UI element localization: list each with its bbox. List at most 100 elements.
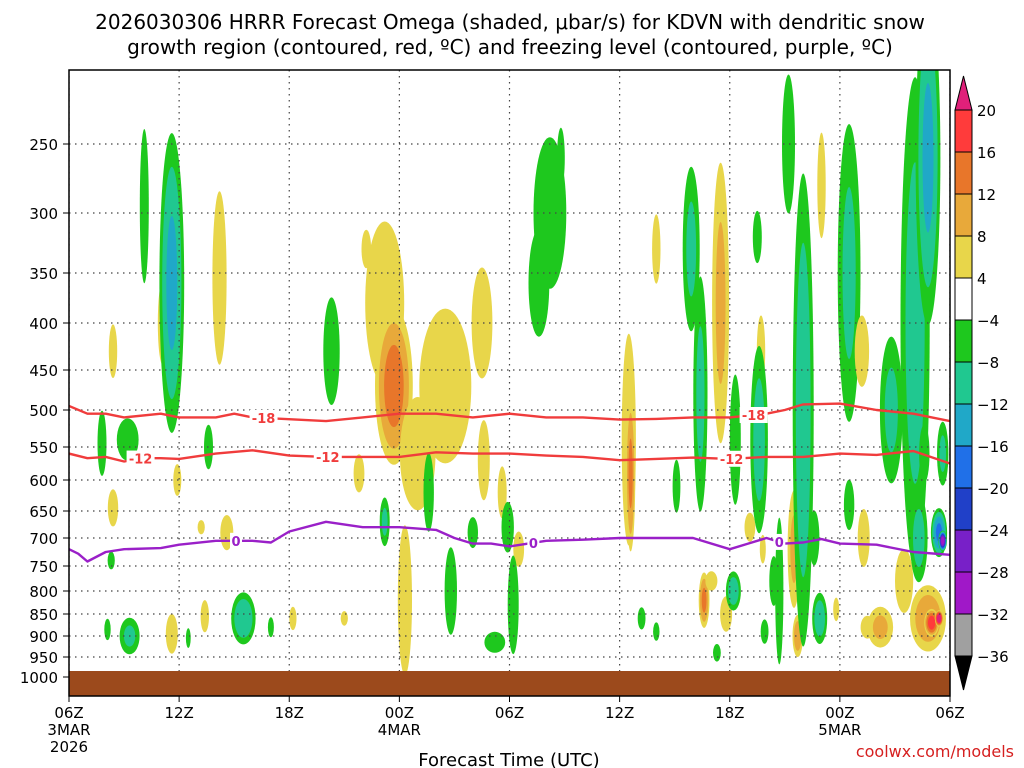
y-tick-label-700: 700 xyxy=(29,530,58,548)
omega-cell-82-0 xyxy=(895,549,914,613)
omega-cell-78-0 xyxy=(857,509,870,567)
omega-cell-62-1 xyxy=(753,378,765,501)
y-axis: 250 300 350 400 450 500 550 600 650 700 750 800 850 9… xyxy=(20,136,69,687)
omega-cell-35-0 xyxy=(477,420,490,501)
omega-cell-5-0 xyxy=(116,418,139,461)
dgz-minus12-contour-label-2: -12 xyxy=(720,453,744,468)
colorbar-swatch-9 xyxy=(954,487,973,531)
omega-cell-80-1 xyxy=(872,615,888,639)
colorbar-swatch-2 xyxy=(954,193,973,237)
credit-text: coolwx.com/models xyxy=(856,742,1014,761)
freezing-level-contour-label-bg-1 xyxy=(527,534,540,551)
omega-cell-13-0 xyxy=(197,520,205,535)
omega-cell-22-0 xyxy=(340,611,348,626)
freezing-level-contour-label-bg-2 xyxy=(773,533,786,550)
y-tick-label-550: 550 xyxy=(29,439,58,457)
x-tick-year-0: 2026 xyxy=(50,738,88,756)
y-tick-label-850: 850 xyxy=(29,606,58,624)
omega-cell-10-0 xyxy=(165,614,178,654)
omega-cell-74-0 xyxy=(833,597,840,622)
x-tick-label-8: 06Z xyxy=(935,704,964,722)
dgz-minus12-contour-label-0: -12 xyxy=(129,453,153,468)
y-tick-label-450: 450 xyxy=(29,362,58,380)
omega-cell-12-0 xyxy=(185,628,191,648)
x-tick-date-7: 5MAR xyxy=(818,721,861,739)
omega-cell-37-0 xyxy=(501,501,514,553)
x-tick-label-2: 18Z xyxy=(275,704,304,722)
y-tick-label-950: 950 xyxy=(29,649,58,667)
colorbar-swatch-11 xyxy=(954,571,973,615)
omega-cell-54-0 xyxy=(713,644,721,662)
omega-cell-53-0 xyxy=(705,571,718,591)
omega-cell-47-0 xyxy=(652,214,661,284)
freezing-level-contour-label-1: 0 xyxy=(529,537,538,552)
omega-cell-33-0 xyxy=(467,517,478,549)
omega-cell-91-6 xyxy=(941,536,945,545)
omega-cell-30-0 xyxy=(423,453,434,532)
omega-cell-36-0 xyxy=(497,466,507,519)
omega-cell-55-1 xyxy=(715,222,726,384)
omega-cell-4-0 xyxy=(107,489,119,527)
grid-layer xyxy=(69,70,950,696)
omega-cell-49-0 xyxy=(672,459,681,513)
dgz-minus18-contour-label-1: -18 xyxy=(742,409,766,424)
colorbar-top-arrow xyxy=(954,75,973,111)
omega-cell-3-0 xyxy=(108,324,118,379)
omega-cell-31-0 xyxy=(419,308,472,464)
x-tick-label-5: 12Z xyxy=(605,704,634,722)
colorbar-swatch-7 xyxy=(954,403,973,447)
omega-cell-89-4 xyxy=(936,614,942,623)
omega-cell-92-1 xyxy=(939,435,946,472)
y-tick-label-900: 900 xyxy=(29,628,58,646)
x-tick-label-1: 12Z xyxy=(164,704,193,722)
omega-cell-21-0 xyxy=(323,297,340,406)
dgz-minus12-contour-label-bg-1 xyxy=(313,448,342,465)
omega-cell-57-1 xyxy=(728,577,739,605)
omega-cell-16-0 xyxy=(212,191,227,365)
omega-cell-77-0 xyxy=(854,315,870,387)
omega-cell-14-0 xyxy=(200,600,209,633)
dgz-minus18-contour-line xyxy=(69,402,950,423)
omega-cell-64-0 xyxy=(760,619,769,644)
omega-cell-84-1 xyxy=(913,509,925,567)
omega-cell-32-0 xyxy=(444,547,457,635)
colorbar-swatch-5 xyxy=(954,319,973,363)
omega-cell-86-2 xyxy=(922,83,934,233)
omega-cell-28-0 xyxy=(397,525,412,676)
colorbar-label-5: −4 xyxy=(977,312,999,330)
contour-layer: -18 -18 -12 -12 -12 0 0 0 xyxy=(69,402,950,563)
omega-cell-73-0 xyxy=(817,132,826,239)
x-tick-label-6: 18Z xyxy=(715,704,744,722)
omega-cell-39-0 xyxy=(507,555,519,655)
colorbar-label-1: 16 xyxy=(977,144,996,162)
y-tick-label-750: 750 xyxy=(29,558,58,576)
omega-cell-50-1 xyxy=(686,201,697,297)
x-tick-label-7: 00Z xyxy=(825,704,854,722)
omega-cell-7-0 xyxy=(139,129,149,284)
omega-cell-52-2 xyxy=(701,587,707,613)
dgz-minus12-contour-label-bg-0 xyxy=(126,450,155,467)
omega-cell-43-0 xyxy=(557,127,565,188)
omega-cell-76-0 xyxy=(843,479,855,530)
freezing-level-contour-label-0: 0 xyxy=(231,535,240,550)
y-tick-label-400: 400 xyxy=(29,315,58,333)
chart-title-line-2: growth region (contoured, red, ºC) and f… xyxy=(127,35,893,59)
omega-cell-40-0 xyxy=(484,631,506,653)
omega-cell-51-1 xyxy=(696,326,705,462)
omega-cell-0-0 xyxy=(97,410,107,476)
colorbar-label-4: 4 xyxy=(977,270,987,288)
omega-cell-70-1 xyxy=(795,242,811,578)
terrain-fill xyxy=(69,671,950,696)
y-tick-label-300: 300 xyxy=(29,205,58,223)
omega-cell-48-0 xyxy=(653,622,660,641)
y-tick-label-600: 600 xyxy=(29,472,58,490)
x-tick-label-4: 06Z xyxy=(495,704,524,722)
dgz-minus18-contour-label-0: -18 xyxy=(252,412,276,427)
colorbar-label-9: −20 xyxy=(977,480,1009,498)
y-tick-label-350: 350 xyxy=(29,265,58,283)
omega-cell-67-0 xyxy=(782,74,795,214)
omega-cell-46-0 xyxy=(637,607,646,630)
omega-cell-2-0 xyxy=(107,551,115,570)
colorbar-swatch-4 xyxy=(954,277,973,321)
